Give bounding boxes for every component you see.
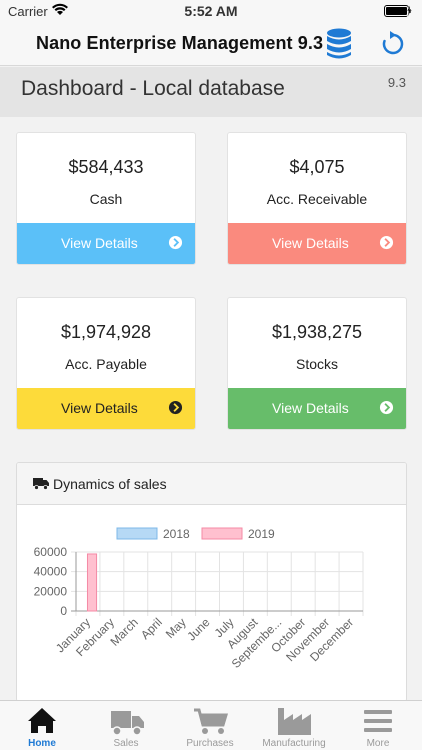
legend-label-2019: 2019	[248, 527, 275, 541]
view-details-button[interactable]: View Details	[228, 388, 406, 429]
tab-home[interactable]: Home	[0, 701, 84, 750]
cash-card: $584,433 Cash View Details	[16, 132, 196, 265]
refresh-icon[interactable]	[382, 31, 404, 55]
card-label: Cash	[89, 191, 123, 207]
receivable-card: $4,075 Acc. Receivable View Details	[227, 132, 407, 265]
tab-label: More	[366, 738, 390, 749]
panel-title: Dynamics of sales	[53, 476, 167, 492]
x-tick-label: April	[138, 615, 165, 642]
card-label: Stocks	[295, 356, 338, 372]
bar-2019-January	[86, 553, 98, 612]
card-value: $4,075	[289, 157, 345, 177]
y-tick-label: 40000	[34, 565, 68, 579]
arrow-right-circle-icon	[168, 400, 183, 415]
arrow-right-circle-icon	[379, 235, 394, 250]
carrier-label: Carrier	[8, 4, 48, 19]
version-label: 9.3	[387, 75, 406, 90]
card-value: $584,433	[68, 157, 144, 177]
view-details-button[interactable]: View Details	[17, 388, 195, 429]
card-label: Acc. Payable	[65, 356, 147, 372]
tab-bar: Home Sales Purchases Manufacturing M	[0, 700, 422, 750]
database-icon[interactable]	[326, 28, 352, 60]
legend-label-2018: 2018	[163, 527, 190, 541]
x-tick-label: June	[184, 615, 213, 644]
panel-header: Dynamics of sales	[17, 463, 406, 505]
clock: 5:52 AM	[184, 3, 238, 19]
card-label: Acc. Receivable	[266, 191, 368, 207]
navigation-bar: Nano Enterprise Management 9.3	[0, 22, 422, 66]
truck-icon	[33, 478, 49, 490]
tab-purchases[interactable]: Purchases	[168, 701, 252, 750]
y-tick-label: 20000	[34, 584, 68, 598]
view-details-label: View Details	[61, 235, 138, 251]
sales-chart-panel: Dynamics of sales 2018 2019 0 20000 40000 600…	[16, 462, 407, 702]
view-details-label: View Details	[61, 400, 138, 416]
view-details-label: View Details	[272, 235, 349, 251]
tab-label: Manufacturing	[262, 738, 326, 749]
x-tick-label: March	[107, 615, 140, 648]
tab-sales[interactable]: Sales	[84, 701, 168, 750]
truck-icon	[111, 711, 144, 736]
payable-card: $1,974,928 Acc. Payable View Details	[16, 297, 196, 430]
arrow-right-circle-icon	[379, 400, 394, 415]
view-details-button[interactable]: View Details	[228, 223, 406, 264]
battery-icon	[384, 5, 413, 17]
cart-icon	[194, 708, 229, 734]
home-icon	[28, 708, 56, 733]
page-header: Dashboard - Local database 9.3	[0, 67, 422, 117]
factory-icon	[278, 708, 311, 735]
stocks-card: $1,938,275 Stocks View Details	[227, 297, 407, 430]
x-tick-label: May	[163, 615, 189, 641]
card-value: $1,974,928	[60, 322, 152, 342]
sales-chart: 2018 20190200004000060000JanuaryFebruaryM…	[34, 527, 364, 671]
view-details-label: View Details	[272, 400, 349, 416]
tab-label: Home	[28, 738, 56, 749]
card-value: $1,938,275	[271, 322, 363, 342]
app-title: Nano Enterprise Management 9.3	[36, 33, 324, 53]
arrow-right-circle-icon	[168, 235, 183, 250]
view-details-button[interactable]: View Details	[17, 223, 195, 264]
tab-label: Purchases	[186, 738, 234, 749]
status-bar: Carrier 5:52 AM	[0, 0, 422, 22]
wifi-icon	[52, 3, 68, 15]
tab-label: Sales	[113, 738, 139, 749]
legend-swatch-2018	[116, 527, 158, 540]
legend-swatch-2019	[201, 527, 243, 540]
tab-manufacturing[interactable]: Manufacturing	[252, 701, 336, 750]
y-tick-label: 60000	[34, 545, 68, 559]
page-title: Dashboard - Local database	[21, 77, 285, 100]
y-tick-label: 0	[60, 604, 67, 618]
tab-more[interactable]: More	[336, 701, 420, 750]
menu-icon	[364, 710, 392, 732]
